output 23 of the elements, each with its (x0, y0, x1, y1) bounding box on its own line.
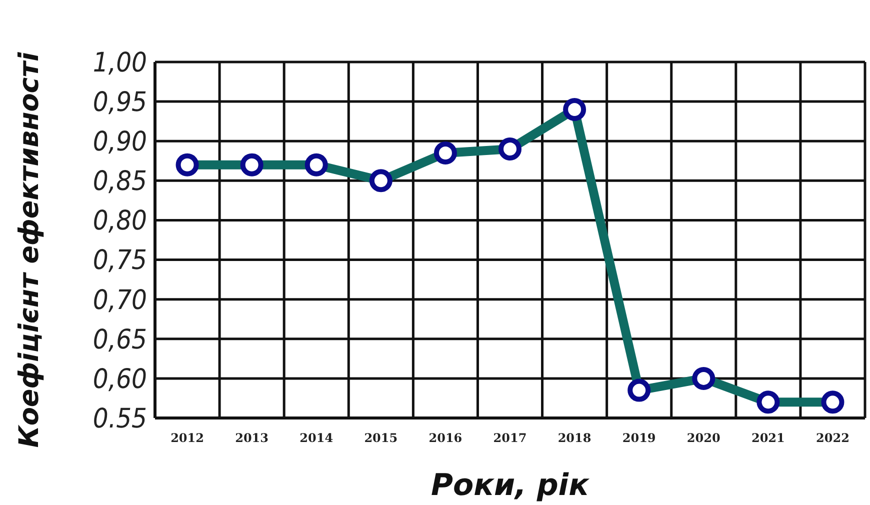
y-tick-label: 1,00 (92, 47, 147, 78)
y-tick-label: 0,85 (92, 166, 147, 198)
x-axis-title: Роки, рік (431, 468, 590, 503)
x-tick-label: 2020 (686, 431, 720, 445)
x-tick-label: 2016 (428, 431, 462, 445)
x-tick-label: 2017 (493, 431, 527, 445)
y-tick-label: 0,80 (92, 206, 147, 237)
x-tick-label: 2014 (300, 431, 334, 445)
y-tick-label: 0,60 (92, 364, 147, 395)
x-tick-label: 2013 (235, 431, 269, 445)
y-tick-label: 0,90 (92, 126, 147, 158)
y-tick-label: 0,75 (92, 245, 147, 276)
y-axis-title: Коефіцієнт ефективності (14, 52, 45, 448)
x-tick-label: 2015 (364, 431, 398, 445)
y-tick-label: 0,70 (92, 284, 147, 316)
y-tick-label: 0,65 (92, 324, 147, 356)
x-tick-label: 2019 (622, 431, 656, 445)
x-tick-label: 2022 (816, 431, 850, 445)
x-tick-label: 2012 (170, 431, 204, 445)
y-tick-label: 0.55 (92, 403, 147, 434)
x-tick-label: 2018 (558, 431, 592, 445)
y-tick-label: 0,95 (92, 87, 147, 118)
x-tick-label: 2021 (751, 431, 785, 445)
